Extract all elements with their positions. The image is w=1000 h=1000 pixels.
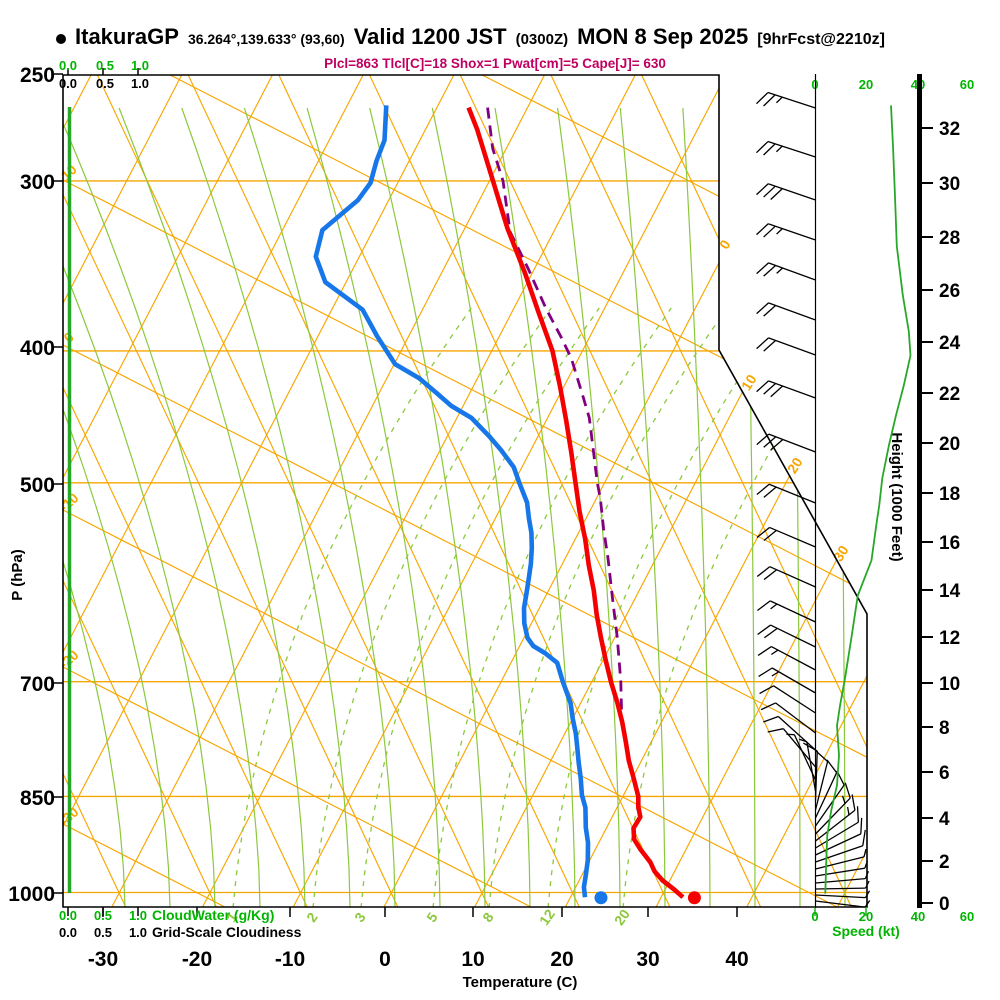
pressure-gridlines xyxy=(63,180,867,894)
svg-text:20: 20 xyxy=(939,434,960,455)
svg-text:0: 0 xyxy=(379,948,391,971)
svg-text:P (hPa): P (hPa) xyxy=(9,549,26,600)
svg-text:Speed (kt): Speed (kt) xyxy=(832,923,900,939)
svg-text:30: 30 xyxy=(636,948,659,971)
temperature-curve xyxy=(466,106,685,899)
svg-text:0: 0 xyxy=(811,909,818,924)
svg-text:1.0: 1.0 xyxy=(129,925,147,940)
svg-text:16: 16 xyxy=(939,533,960,554)
pressure-axis-title: P (hPa) xyxy=(9,549,26,600)
forecast-info: [9hrFcst@2210z] xyxy=(757,31,885,48)
svg-text:-30: -30 xyxy=(88,948,118,971)
svg-text:12: 12 xyxy=(536,906,558,928)
svg-text:300: 300 xyxy=(20,171,55,194)
valid-time-z: (0300Z) xyxy=(515,31,569,48)
svg-text:30: 30 xyxy=(939,174,960,195)
svg-text:0.0: 0.0 xyxy=(59,908,77,923)
svg-text:20: 20 xyxy=(611,906,633,928)
svg-text:5: 5 xyxy=(423,909,441,925)
svg-text:CloudWater (g/Kg): CloudWater (g/Kg) xyxy=(152,907,274,923)
svg-text:1.0: 1.0 xyxy=(131,76,149,91)
cloud-scales: 0.0 0.5 1.0 0.0 0.5 1.0 0.0 0.5 1.0 0.0 0.5 1.0 Clou… xyxy=(59,58,302,940)
station-name: ItakuraGP xyxy=(75,24,179,49)
svg-text:500: 500 xyxy=(20,474,55,497)
svg-text:Grid-Scale Cloudiness: Grid-Scale Cloudiness xyxy=(152,924,302,940)
svg-text:12: 12 xyxy=(939,628,960,649)
svg-text:4: 4 xyxy=(939,809,950,830)
surface-temperature-dot xyxy=(687,891,701,905)
svg-text:-10: -10 xyxy=(275,948,305,971)
svg-text:Height (1000 Feet): Height (1000 Feet) xyxy=(888,432,905,561)
svg-text:3: 3 xyxy=(351,909,369,925)
svg-text:20: 20 xyxy=(859,77,873,92)
svg-text:0: 0 xyxy=(939,894,950,915)
svg-text:14: 14 xyxy=(939,581,961,602)
mixing-ratio-lines xyxy=(232,307,862,907)
plot-border xyxy=(62,74,868,908)
svg-text:18: 18 xyxy=(939,484,960,505)
svg-text:26: 26 xyxy=(939,281,960,302)
height-axis-title: Height (1000 Feet) xyxy=(888,432,905,561)
svg-text:10: 10 xyxy=(939,674,960,695)
svg-text:40: 40 xyxy=(911,909,925,924)
svg-text:Temperature (C): Temperature (C) xyxy=(463,974,578,991)
svg-text:10: 10 xyxy=(461,948,484,971)
temperature-labels: -30 -20 -10 0 10 20 30 40 xyxy=(88,948,749,971)
svg-text:2: 2 xyxy=(303,909,321,925)
svg-text:700: 700 xyxy=(20,673,55,696)
valid-date: MON 8 Sep 2025 xyxy=(577,24,749,49)
svg-text:0.5: 0.5 xyxy=(96,76,114,91)
svg-text:6: 6 xyxy=(939,763,950,784)
svg-text:0.5: 0.5 xyxy=(94,908,112,923)
moist-adiabats xyxy=(63,107,846,907)
svg-text:40: 40 xyxy=(725,948,748,971)
svg-text:0.5: 0.5 xyxy=(94,925,112,940)
svg-text:8: 8 xyxy=(479,909,497,925)
svg-text:0.5: 0.5 xyxy=(96,58,114,73)
svg-text:10: 10 xyxy=(738,371,760,393)
svg-text:20: 20 xyxy=(784,454,806,476)
wind-speed-profile xyxy=(824,105,912,894)
station-coords: 36.264°,139.633° (93,60) xyxy=(187,31,345,47)
svg-text:0.0: 0.0 xyxy=(59,925,77,940)
svg-text:60: 60 xyxy=(960,909,974,924)
height-axis xyxy=(917,74,933,908)
svg-text:20: 20 xyxy=(859,909,873,924)
svg-text:60: 60 xyxy=(960,77,974,92)
valid-time: Valid 1200 JST xyxy=(353,24,507,49)
svg-text:24: 24 xyxy=(939,333,961,354)
svg-text:1000: 1000 xyxy=(8,883,55,906)
sounding-parameters: Plcl=863 Tlcl[C]=18 Shox=1 Pwat[cm]=5 Ca… xyxy=(324,56,666,71)
svg-text:1.0: 1.0 xyxy=(131,58,149,73)
svg-text:2: 2 xyxy=(939,852,950,873)
svg-text:8: 8 xyxy=(939,718,950,739)
svg-text:0.0: 0.0 xyxy=(59,76,77,91)
wind-barbs xyxy=(755,91,871,908)
svg-text:22: 22 xyxy=(939,384,960,405)
svg-text:850: 850 xyxy=(20,787,55,810)
svg-text:20: 20 xyxy=(550,948,573,971)
dewpoint-curve xyxy=(313,105,591,898)
pressure-labels: 250 300 400 500 700 850 1000 xyxy=(8,64,55,906)
speed-ticks xyxy=(814,907,867,916)
svg-text:400: 400 xyxy=(20,337,55,360)
temperature-axis-title: Temperature (C) xyxy=(463,974,578,991)
svg-text:1.0: 1.0 xyxy=(129,908,147,923)
svg-text:250: 250 xyxy=(20,64,55,87)
station-bullet-icon xyxy=(56,34,66,44)
surface-dewpoint-dot xyxy=(594,891,608,905)
axis-ticks xyxy=(54,68,738,917)
chart-title: ItakuraGP 36.264°,139.633° (93,60) Valid… xyxy=(56,24,885,50)
svg-text:0.0: 0.0 xyxy=(59,58,77,73)
svg-text:28: 28 xyxy=(939,228,960,249)
svg-text:32: 32 xyxy=(939,119,960,140)
svg-text:-20: -20 xyxy=(182,948,212,971)
